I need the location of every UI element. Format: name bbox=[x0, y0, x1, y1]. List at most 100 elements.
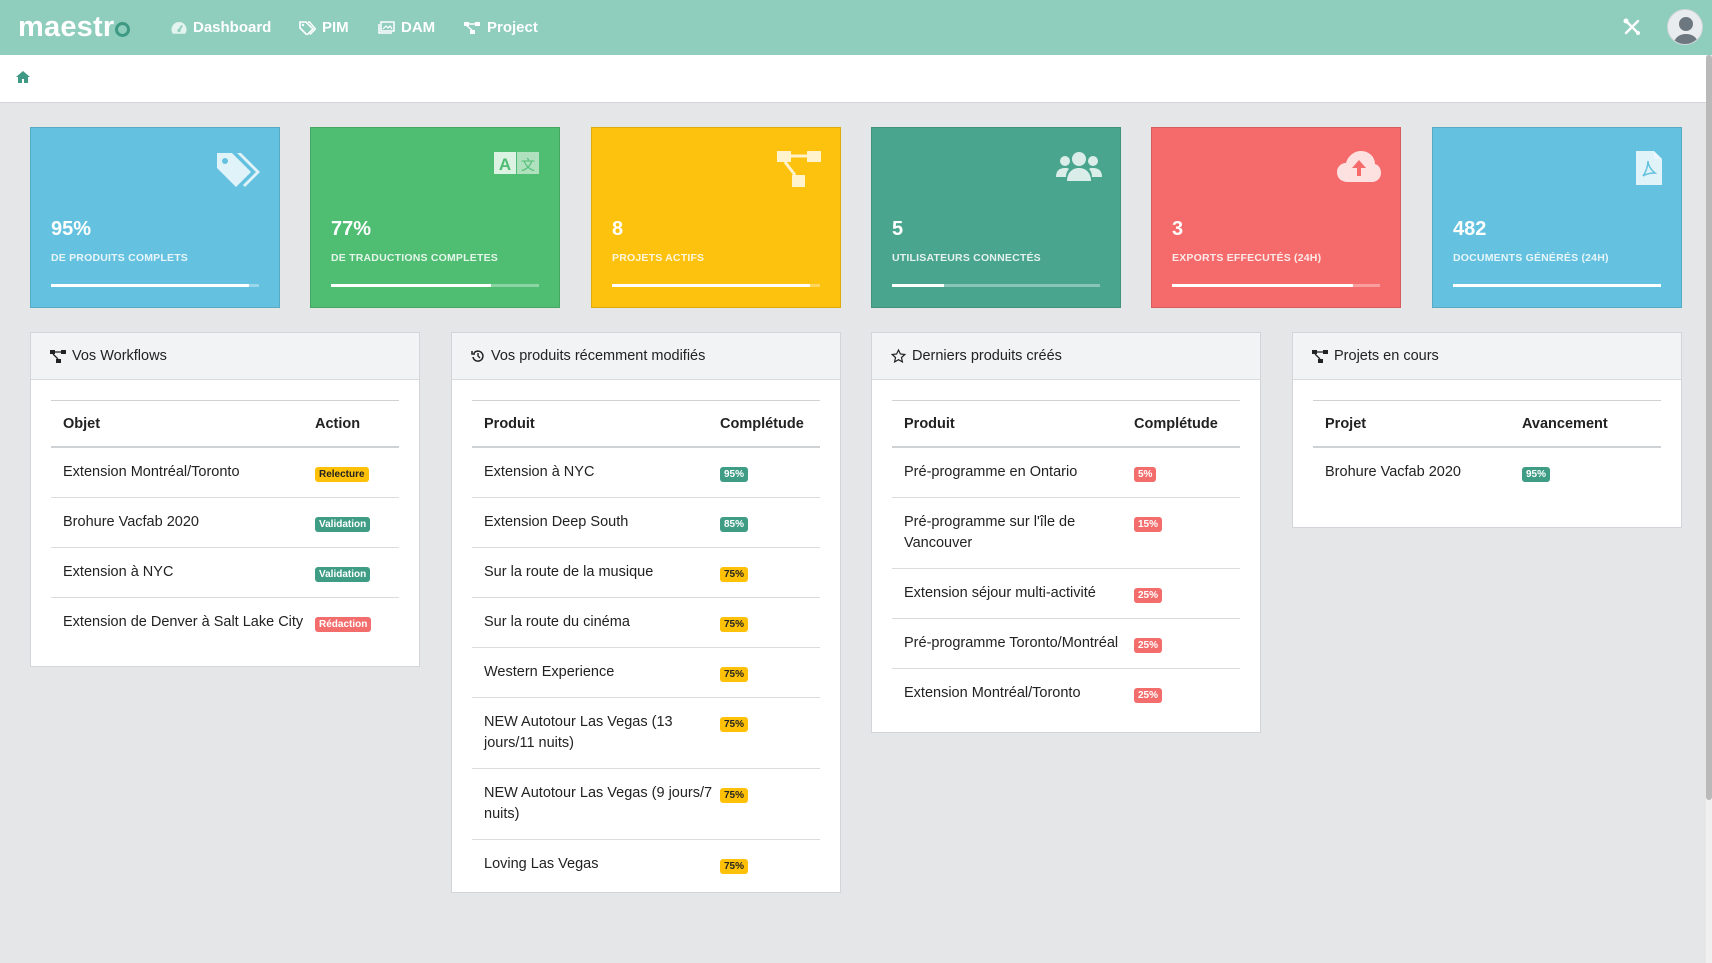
svg-text:A: A bbox=[499, 155, 511, 174]
stat-label: UTILISATEURS CONNECTÉS bbox=[892, 252, 1041, 264]
stat-card[interactable]: 3 EXPORTS EFFECUTÉS (24H) bbox=[1151, 127, 1401, 308]
row-status: 75% bbox=[720, 548, 749, 582]
tags-icon bbox=[215, 150, 261, 195]
nav-project[interactable]: Project bbox=[463, 0, 538, 55]
nav-dashboard-label: Dashboard bbox=[193, 19, 272, 36]
table-row[interactable]: Brohure Vacfab 2020 Validation bbox=[51, 498, 399, 548]
table-row[interactable]: Loving Las Vegas 75% bbox=[472, 840, 820, 889]
stat-label: DOCUMENTS GÉNÉRÉS (24H) bbox=[1453, 252, 1609, 264]
nav-dam[interactable]: DAM bbox=[378, 0, 435, 55]
row-name: NEW Autotour Las Vegas (9 jours/7 nuits) bbox=[484, 785, 713, 822]
page-scrollbar[interactable] bbox=[1706, 55, 1712, 963]
table-row[interactable]: Extension séjour multi-activité 25% bbox=[892, 569, 1240, 619]
row-name: Sur la route de la musique bbox=[484, 564, 654, 580]
row-name: Western Experience bbox=[484, 664, 615, 680]
row-name: Sur la route du cinéma bbox=[484, 614, 630, 630]
table-header: Produit Complétude bbox=[892, 401, 1240, 448]
stat-card[interactable]: A 文 77% DE TRADUCTIONS COMPLETES bbox=[310, 127, 560, 308]
stat-card[interactable]: 482 DOCUMENTS GÉNÉRÉS (24H) bbox=[1432, 127, 1682, 308]
stat-card[interactable]: 95% DE PRODUITS COMPLETS bbox=[30, 127, 280, 308]
stat-label: DE TRADUCTIONS COMPLETES bbox=[331, 252, 498, 264]
scrollbar-thumb[interactable] bbox=[1706, 55, 1712, 800]
star-icon bbox=[891, 349, 906, 363]
row-status: 25% bbox=[1134, 669, 1163, 703]
user-avatar[interactable] bbox=[1667, 9, 1703, 45]
column-header: Produit bbox=[904, 415, 955, 432]
row-status: 95% bbox=[720, 448, 749, 482]
panel-title: Vos Workflows bbox=[72, 348, 167, 364]
panel-table: Projet Avancement Brohure Vacfab 2020 95% bbox=[1313, 400, 1661, 497]
status-badge: 25% bbox=[1134, 688, 1163, 703]
panel-header: Derniers produits créés bbox=[872, 333, 1260, 380]
table-row[interactable]: Pré-programme sur l'île de Vancouver 15% bbox=[892, 498, 1240, 569]
stat-progress-bar bbox=[331, 284, 539, 287]
home-icon[interactable] bbox=[15, 70, 31, 89]
status-badge: 95% bbox=[720, 467, 749, 482]
stat-value: 95% bbox=[51, 218, 92, 240]
stat-label: PROJETS ACTIFS bbox=[612, 252, 705, 264]
table-row[interactable]: Extension à NYC Validation bbox=[51, 548, 399, 598]
stat-value: 3 bbox=[1172, 218, 1184, 240]
table-row[interactable]: Extension de Denver à Salt Lake City Réda… bbox=[51, 598, 399, 647]
table-row[interactable]: Extension Deep South 85% bbox=[472, 498, 820, 548]
nav-pim-label: PIM bbox=[322, 19, 349, 36]
stat-value: 77% bbox=[331, 218, 372, 240]
table-row[interactable]: Extension Montréal/Toronto Relecture bbox=[51, 448, 399, 498]
row-name: Pré-programme sur l'île de Vancouver bbox=[904, 514, 1076, 551]
row-status: 75% bbox=[720, 648, 749, 682]
panel-title: Derniers produits créés bbox=[912, 348, 1062, 364]
status-badge: 85% bbox=[720, 517, 749, 532]
stat-label: DE PRODUITS COMPLETS bbox=[51, 252, 189, 264]
column-header: Produit bbox=[484, 415, 535, 432]
table-row[interactable]: NEW Autotour Las Vegas (9 jours/7 nuits)… bbox=[472, 769, 820, 840]
table-header: Produit Complétude bbox=[472, 401, 820, 448]
column-header: Action bbox=[315, 415, 361, 432]
row-name: Pré-programme en Ontario bbox=[904, 464, 1078, 480]
status-badge: 15% bbox=[1134, 517, 1163, 532]
table-row[interactable]: Pré-programme en Ontario 5% bbox=[892, 448, 1240, 498]
panel-header: Vos produits récemment modifiés bbox=[452, 333, 840, 380]
nav-pim[interactable]: PIM bbox=[299, 0, 349, 55]
table-row[interactable]: Sur la route de la musique 75% bbox=[472, 548, 820, 598]
table-row[interactable]: Sur la route du cinéma 75% bbox=[472, 598, 820, 648]
row-status: 75% bbox=[720, 769, 749, 803]
stat-value: 8 bbox=[612, 218, 624, 240]
table-row[interactable]: Pré-programme Toronto/Montréal 25% bbox=[892, 619, 1240, 669]
file-pdf-icon bbox=[1635, 150, 1663, 191]
stat-card[interactable]: 8 PROJETS ACTIFS bbox=[591, 127, 841, 308]
row-status: 75% bbox=[720, 598, 749, 632]
row-name: Extension séjour multi-activité bbox=[904, 585, 1096, 601]
column-header: Projet bbox=[1325, 415, 1367, 432]
row-name: Extension Montréal/Toronto bbox=[63, 464, 240, 480]
status-badge: 75% bbox=[720, 788, 749, 803]
column-header: Avancement bbox=[1522, 415, 1608, 432]
nav-dashboard[interactable]: Dashboard bbox=[171, 0, 271, 55]
panel-header: Vos Workflows bbox=[31, 333, 419, 380]
status-badge: Validation bbox=[315, 567, 371, 582]
column-header: Complétude bbox=[720, 415, 804, 432]
table-row[interactable]: NEW Autotour Las Vegas (13 jours/11 nuit… bbox=[472, 698, 820, 769]
row-status: 75% bbox=[720, 698, 749, 732]
stat-value: 5 bbox=[892, 218, 904, 240]
table-row[interactable]: Western Experience 75% bbox=[472, 648, 820, 698]
row-name: Brohure Vacfab 2020 bbox=[63, 514, 199, 530]
table-row[interactable]: Extension Montréal/Toronto 25% bbox=[892, 669, 1240, 718]
nav-project-label: Project bbox=[487, 19, 538, 36]
row-status: Relecture bbox=[315, 448, 369, 482]
status-badge: 5% bbox=[1134, 467, 1157, 482]
history-icon bbox=[471, 349, 485, 363]
table-header: Projet Avancement bbox=[1313, 401, 1661, 448]
maestro-logo[interactable]: maestr bbox=[18, 11, 131, 44]
stat-progress-bar bbox=[51, 284, 259, 287]
table-row[interactable]: Brohure Vacfab 2020 95% bbox=[1313, 448, 1661, 497]
status-badge: 95% bbox=[1522, 467, 1551, 482]
cloud-upload-icon bbox=[1336, 150, 1382, 189]
logo-text: maestr bbox=[18, 11, 115, 43]
table-row[interactable]: Extension à NYC 95% bbox=[472, 448, 820, 498]
tools-icon[interactable] bbox=[1622, 17, 1642, 37]
panel-title: Vos produits récemment modifiés bbox=[491, 348, 706, 364]
dashboard-icon bbox=[171, 21, 187, 35]
sitemap-icon bbox=[776, 150, 822, 193]
stat-card[interactable]: 5 UTILISATEURS CONNECTÉS bbox=[871, 127, 1121, 308]
